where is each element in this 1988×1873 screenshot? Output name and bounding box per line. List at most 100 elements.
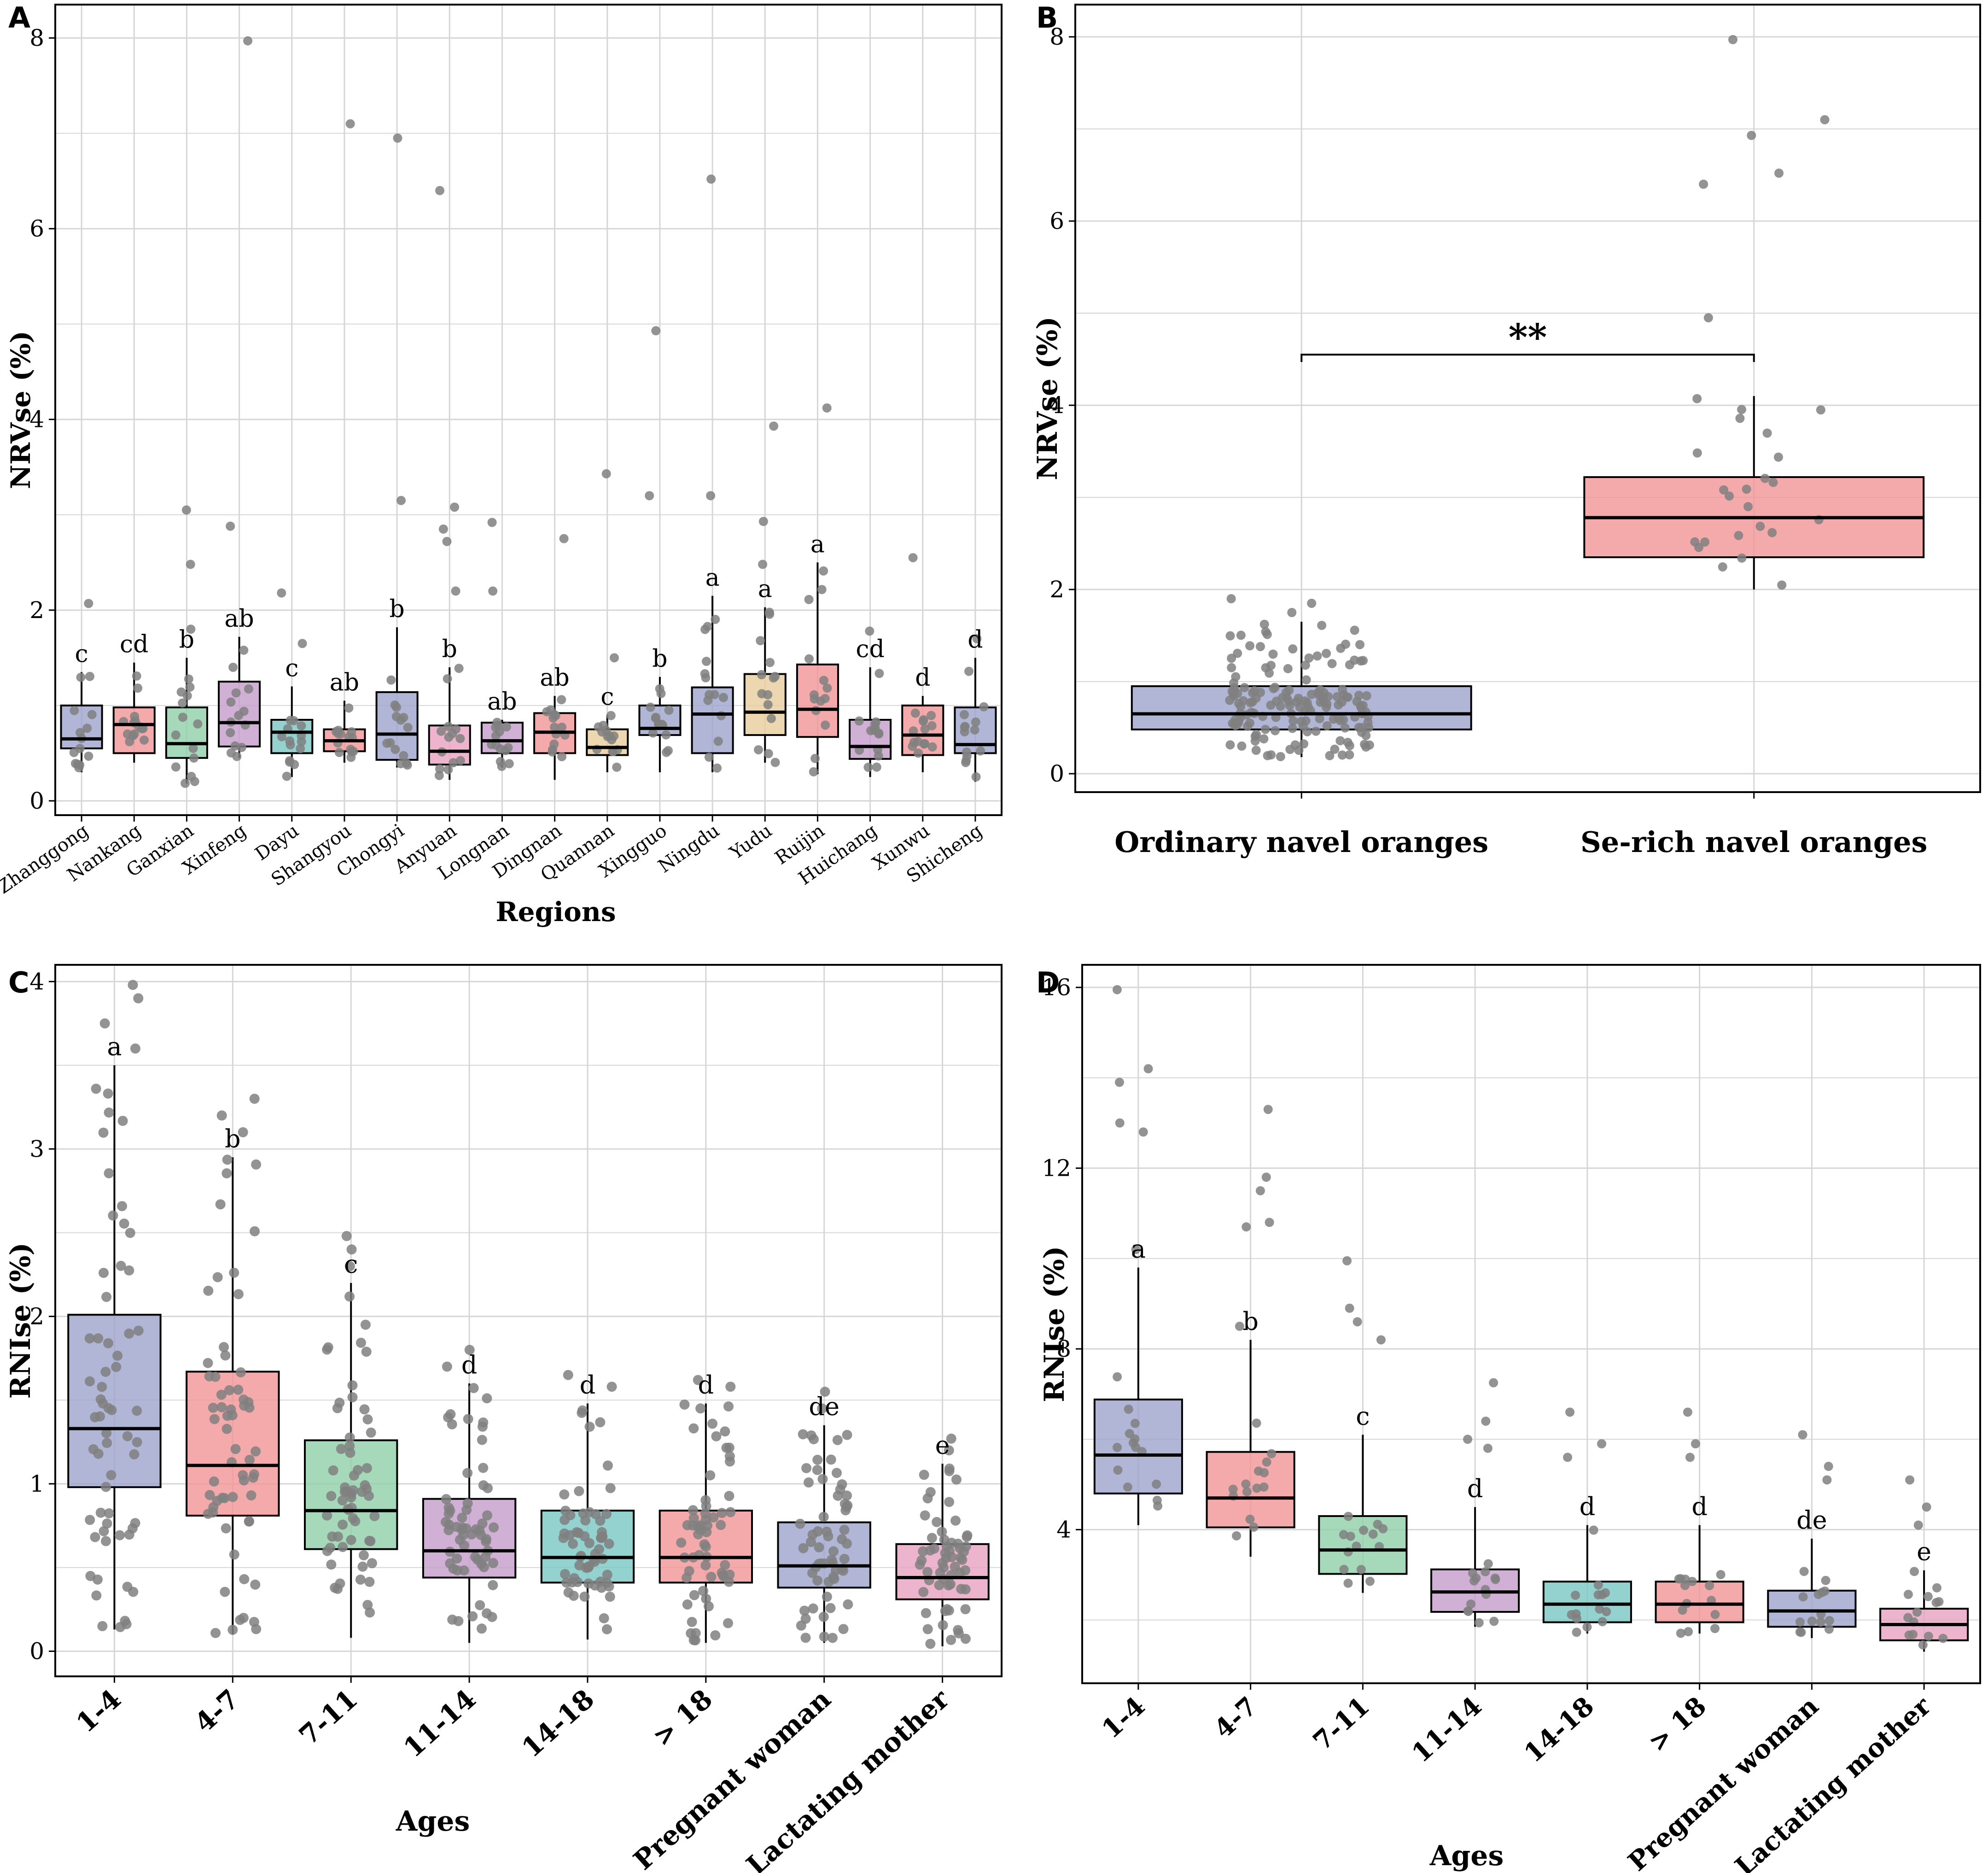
data-point <box>1337 750 1347 760</box>
y-tick-label: 0 <box>29 788 44 814</box>
data-point <box>820 694 830 703</box>
data-point <box>548 747 557 757</box>
data-point <box>448 1564 459 1574</box>
data-point <box>817 1474 828 1484</box>
data-point <box>1468 1569 1477 1578</box>
data-point <box>559 1489 570 1500</box>
data-point <box>122 729 132 739</box>
data-point <box>584 1422 595 1432</box>
data-point <box>1755 521 1765 531</box>
data-point <box>1571 1590 1580 1600</box>
y-axis-label: NRVse (%) <box>1032 316 1064 480</box>
data-point <box>327 1531 338 1542</box>
data-point <box>1266 660 1276 670</box>
box-2: cd <box>112 631 156 763</box>
data-point <box>1329 714 1338 724</box>
data-point <box>651 712 660 722</box>
significance-letter: e <box>1917 1537 1931 1566</box>
significance-letter: d <box>698 1370 714 1399</box>
data-point <box>960 723 969 732</box>
data-point <box>1760 473 1770 483</box>
data-point <box>688 1520 698 1531</box>
data-point <box>182 691 192 700</box>
data-point <box>186 624 196 634</box>
data-point <box>1288 644 1298 654</box>
data-point <box>1737 405 1747 414</box>
data-point <box>1489 1378 1498 1388</box>
data-point <box>679 1399 690 1410</box>
data-point <box>689 1590 700 1600</box>
box-3: b <box>165 505 208 788</box>
data-point <box>1234 699 1243 708</box>
data-point <box>101 1292 112 1302</box>
data-point <box>101 1482 111 1492</box>
data-point <box>95 1507 106 1518</box>
y-axis-label: RNIse (%) <box>5 1243 37 1399</box>
data-point <box>1115 1118 1125 1128</box>
data-point <box>1228 1484 1238 1494</box>
data-point <box>1339 1530 1348 1540</box>
data-point <box>959 710 969 719</box>
data-point <box>366 1427 376 1438</box>
data-point <box>927 721 937 730</box>
data-point <box>932 1517 942 1527</box>
data-point <box>838 1565 849 1576</box>
data-point <box>822 403 832 413</box>
x-category-label: 11-14 <box>1406 1691 1487 1768</box>
data-point <box>1338 684 1347 694</box>
data-point <box>98 1127 109 1138</box>
box-2: b <box>1206 1104 1295 1557</box>
data-point <box>488 1558 498 1568</box>
data-point <box>1597 1617 1607 1627</box>
data-point <box>228 662 238 672</box>
data-point <box>946 1537 957 1548</box>
data-point <box>944 1463 955 1474</box>
data-point <box>104 1107 114 1118</box>
data-point <box>1483 1443 1492 1453</box>
data-point <box>132 671 141 681</box>
data-point <box>701 657 711 666</box>
x-category-label: 1-4 <box>70 1683 127 1739</box>
data-point <box>701 1527 712 1537</box>
data-point <box>250 1226 260 1237</box>
data-point <box>222 1424 232 1434</box>
y-tick-label: 4 <box>1056 1516 1071 1543</box>
data-point <box>85 1515 95 1525</box>
data-point <box>695 1403 706 1414</box>
data-point <box>360 1319 371 1330</box>
data-point <box>1131 1245 1141 1255</box>
data-point <box>1773 452 1783 462</box>
significance-letter: d <box>1467 1474 1483 1503</box>
data-point <box>1125 1429 1134 1438</box>
data-point <box>959 1546 969 1557</box>
data-point <box>478 1562 489 1572</box>
data-point <box>863 762 873 772</box>
data-point <box>817 1403 828 1414</box>
data-point <box>1683 1407 1692 1417</box>
data-point <box>1336 643 1346 653</box>
data-point <box>946 1433 956 1444</box>
box-6: d <box>659 1370 753 1645</box>
data-point <box>832 1435 843 1445</box>
data-point <box>1378 1524 1388 1534</box>
data-point <box>548 713 558 723</box>
data-point <box>602 1460 613 1471</box>
data-point <box>676 1537 687 1548</box>
data-point <box>91 1590 102 1601</box>
data-point <box>841 1538 852 1549</box>
data-point <box>365 1607 375 1618</box>
data-point <box>944 1445 954 1456</box>
data-point <box>1799 1567 1809 1576</box>
data-point <box>462 1468 473 1478</box>
data-point <box>227 1492 238 1502</box>
data-point <box>219 1342 229 1353</box>
data-point <box>970 725 979 735</box>
data-point <box>488 1580 498 1590</box>
data-point <box>1322 721 1332 731</box>
data-point <box>1112 985 1122 994</box>
box-2: b <box>186 1093 280 1638</box>
data-point <box>1124 1404 1133 1414</box>
data-point <box>1226 594 1236 603</box>
data-point <box>604 1539 614 1549</box>
data-point <box>1918 1640 1928 1650</box>
